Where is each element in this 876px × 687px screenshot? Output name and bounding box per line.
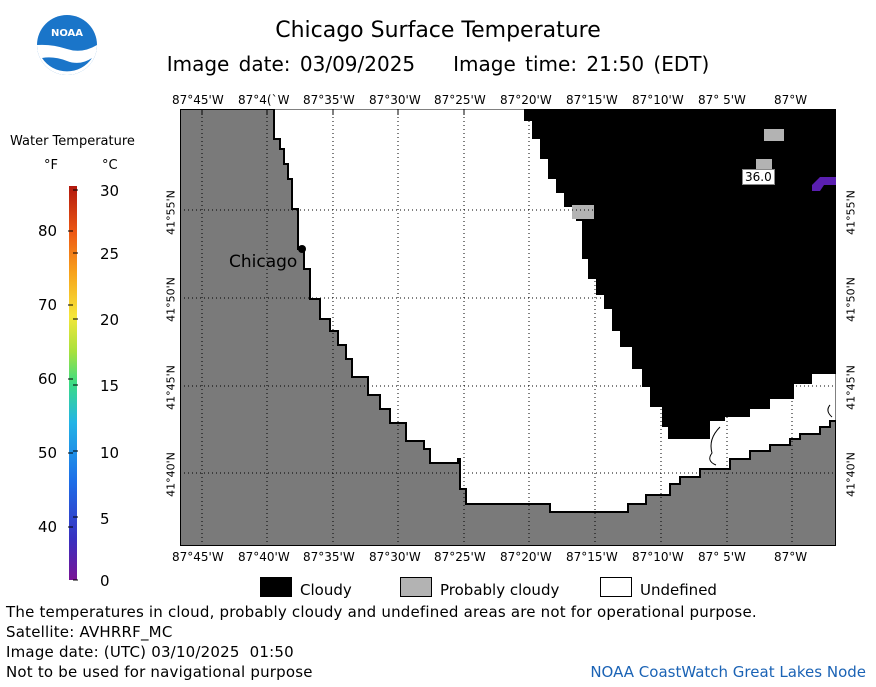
lat-label-right: 41°50'N (844, 277, 858, 322)
unit-celsius: °C (102, 158, 118, 173)
undefined-label: Undefined (640, 581, 717, 599)
unit-fahrenheit: °F (44, 158, 58, 173)
lon-label-top: 87°20'W (500, 93, 552, 107)
lon-label-bottom: 87°40'W (238, 550, 290, 564)
lon-label-bottom: 87°45'W (172, 550, 224, 564)
navigation-warning: Not to be used for navigational purpose (6, 663, 313, 681)
cloudy-label: Cloudy (300, 581, 352, 599)
lon-label-top: 87°35'W (303, 93, 355, 107)
lat-label-left: 41°55'N (164, 190, 178, 235)
utc-date-text: Image date: (UTC) 03/10/2025 01:50 (6, 643, 294, 661)
coast-outline (709, 426, 721, 466)
lon-label-bottom: 87°20'W (500, 550, 552, 564)
probably-cloudy-swatch (400, 577, 432, 597)
image-date-label: Image date: 03/09/2025 (166, 52, 416, 76)
undefined-swatch (600, 577, 632, 597)
map-title: Chicago Surface Temperature (275, 18, 601, 43)
temperature-map (179, 108, 837, 547)
logo-text: NOAA (51, 28, 83, 39)
coast-outline (827, 404, 833, 418)
node-credit: NOAA CoastWatch Great Lakes Node (590, 663, 866, 681)
chicago-marker (298, 245, 306, 253)
c-tick-25: 25 (100, 245, 120, 263)
f-tick-40: 40 (38, 518, 58, 536)
c-tick-10: 10 (100, 444, 120, 462)
lat-label-right: 41°45'N (844, 365, 858, 410)
lon-label-top: 87°45'W (172, 93, 224, 107)
lon-label-top: 87°15'W (566, 93, 618, 107)
lat-label-left: 41°50'N (164, 277, 178, 322)
c-tick-20: 20 (100, 311, 120, 329)
f-tick-80: 80 (38, 222, 58, 240)
satellite-text: Satellite: AVHRRF_MC (6, 623, 173, 641)
lat-label-right: 41°40'N (844, 452, 858, 497)
c-tick-30: 30 (100, 182, 120, 200)
probably-cloudy-patch (572, 205, 594, 219)
legend-title: Water Temperature (10, 134, 135, 149)
disclaimer-text: The temperatures in cloud, probably clou… (6, 603, 757, 621)
noaa-logo: NOAA (36, 14, 98, 76)
lon-label-bottom: 87° 5'W (698, 550, 746, 564)
lon-label-top: 87° 5'W (698, 93, 746, 107)
lon-label-bottom: 87°30'W (369, 550, 421, 564)
lat-label-left: 41°45'N (164, 365, 178, 410)
f-tick-70: 70 (38, 296, 58, 314)
image-time-label: Image time: 21:50 (EDT) (453, 52, 710, 76)
lon-label-bottom: 87°10'W (632, 550, 684, 564)
c-tick-5: 5 (100, 510, 110, 528)
probably-cloudy-label: Probably cloudy (440, 581, 560, 599)
cloudy-swatch (260, 577, 292, 597)
lon-label-bottom: 87°W (774, 550, 808, 564)
city-label-chicago: Chicago (229, 252, 298, 272)
cold-water-patch (812, 177, 836, 191)
lon-label-bottom: 87°35'W (303, 550, 355, 564)
lon-label-top: 87°10'W (632, 93, 684, 107)
lon-label-top: 87°W (774, 93, 808, 107)
c-tick-0: 0 (100, 572, 110, 590)
f-tick-60: 60 (38, 370, 58, 388)
lat-label-left: 41°40'N (164, 452, 178, 497)
lon-label-top: 87°30'W (369, 93, 421, 107)
lon-label-top: 87°25'W (434, 93, 486, 107)
lon-label-top: 87°4(`W (238, 93, 290, 107)
probably-cloudy-patch (764, 129, 784, 141)
c-tick-15: 15 (100, 377, 120, 395)
color-bar (68, 185, 96, 581)
lon-label-bottom: 87°15'W (566, 550, 618, 564)
data-value-label: 36.0 (742, 169, 775, 185)
lat-label-right: 41°55'N (844, 190, 858, 235)
f-tick-50: 50 (38, 444, 58, 462)
probably-cloudy-patch (756, 159, 772, 171)
cloudy-area (524, 109, 836, 439)
lon-label-bottom: 87°25'W (434, 550, 486, 564)
image-datetime: Image date: 03/09/2025 Image time: 21:50 … (0, 52, 876, 76)
